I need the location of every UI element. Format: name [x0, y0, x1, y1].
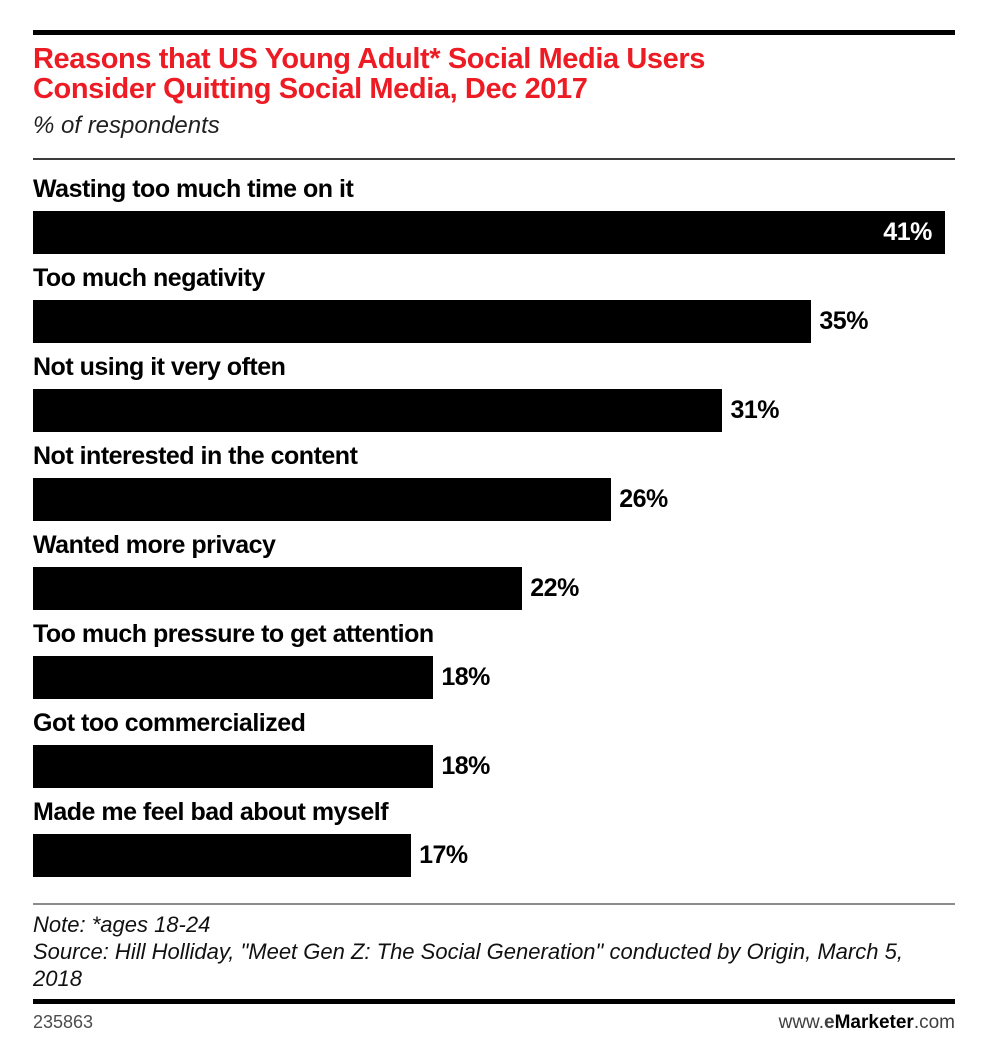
bar-category-label: Not interested in the content — [33, 442, 358, 470]
bar-row: 26% — [33, 478, 955, 521]
bar-value-label: 18% — [441, 752, 490, 780]
bar-category-label: Too much pressure to get attention — [33, 620, 434, 648]
bar — [33, 745, 434, 788]
website-suffix: .com — [913, 1012, 955, 1033]
bottom-divider — [33, 999, 955, 1004]
bar-group: Too much pressure to get attention 18% — [33, 620, 955, 699]
bar-category-label: Wanted more privacy — [33, 531, 276, 559]
bar-category-label: Wasting too much time on it — [33, 175, 354, 203]
bar-group: Too much negativity 35% — [33, 264, 955, 343]
bar-value-label: 31% — [730, 396, 779, 424]
bar-row: 18% — [33, 745, 955, 788]
chart-notes: Note: *ages 18-24 Source: Hill Holliday,… — [33, 911, 955, 992]
bar-value-label: 35% — [819, 307, 868, 335]
bar-group: Wasting too much time on it 41% — [33, 175, 955, 254]
bar-value-label: 18% — [441, 663, 490, 691]
bar-category-label: Got too commercialized — [33, 709, 306, 737]
bar-value-label: 41% — [883, 218, 932, 246]
bar-group: Wanted more privacy 22% — [33, 531, 955, 610]
bar-value-label: 26% — [619, 485, 668, 513]
bar-group: Got too commercialized 18% — [33, 709, 955, 788]
bar-row: 31% — [33, 389, 955, 432]
bar-group: Made me feel bad about myself 17% — [33, 798, 955, 877]
bar-category-label: Made me feel bad about myself — [33, 798, 389, 826]
bar-row: 35% — [33, 300, 955, 343]
chart-title-line1: Reasons that US Young Adult* Social Medi… — [33, 43, 705, 75]
chart-title-line2: Consider Quitting Social Media, Dec 2017 — [33, 73, 588, 105]
bar-group: Not interested in the content 26% — [33, 442, 955, 521]
footer-bar: 235863 www.eMarketer.com — [33, 1012, 955, 1034]
note-line: Note: *ages 18-24 — [33, 912, 211, 937]
bar-value-label: 17% — [419, 841, 468, 869]
bar-chart: Wasting too much time on it 41% Too much n… — [33, 175, 955, 877]
bar — [33, 300, 812, 343]
bar-value-label: 22% — [530, 574, 579, 602]
bar-row: 22% — [33, 567, 955, 610]
chart-title: Reasons that US Young Adult* Social Medi… — [33, 44, 955, 104]
bar-row: 17% — [33, 834, 955, 877]
top-divider — [33, 30, 955, 35]
bar-category-label: Not using it very often — [33, 353, 286, 381]
bar — [33, 567, 523, 610]
bar-row: 41% — [33, 211, 955, 254]
brand-e: e — [824, 1012, 835, 1033]
bar — [33, 656, 434, 699]
emarketer-logo: www.eMarketer.com — [779, 1012, 955, 1034]
bar-group: Not using it very often 31% — [33, 353, 955, 432]
brand-rest: Marketer — [834, 1012, 914, 1033]
bar-category-label: Too much negativity — [33, 264, 265, 292]
header-divider — [33, 158, 955, 160]
bar — [33, 389, 723, 432]
chart-id: 235863 — [33, 1012, 94, 1032]
chart-subtitle: % of respondents — [33, 112, 220, 139]
website-prefix: www. — [778, 1012, 825, 1033]
footer-divider — [33, 903, 955, 905]
bar: 41% — [33, 211, 945, 254]
source-line: Source: Hill Holliday, "Meet Gen Z: The … — [33, 939, 903, 991]
bar — [33, 834, 412, 877]
bar — [33, 478, 612, 521]
bar-row: 18% — [33, 656, 955, 699]
